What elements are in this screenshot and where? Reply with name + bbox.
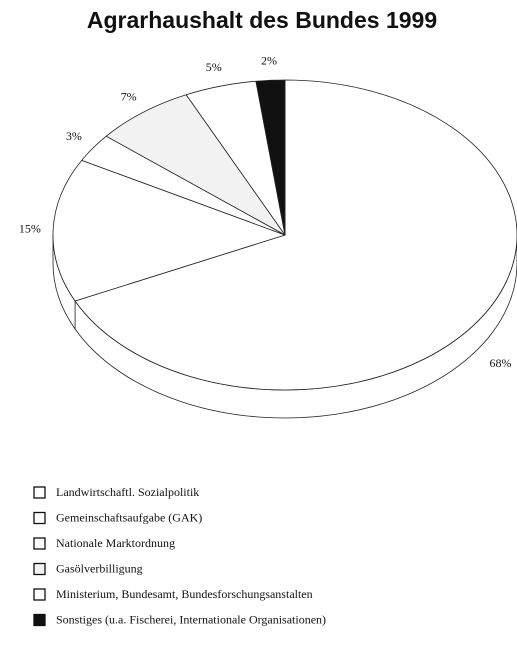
- legend-swatch: [33, 511, 46, 525]
- chart-title: Agrarhaushalt des Bundes 1999: [87, 7, 437, 33]
- legend-label: Gasölverbilligung: [56, 561, 143, 575]
- value-label: 3%: [66, 129, 82, 143]
- legend-swatch: [33, 537, 46, 550]
- slice: [105, 94, 286, 236]
- legend-label: Gemeinschaftsaufgabe (GAK): [56, 510, 202, 524]
- value-label: 5%: [206, 60, 222, 74]
- value-label: 68%: [489, 356, 511, 370]
- slice: [255, 79, 286, 236]
- value-label: 15%: [19, 221, 41, 235]
- legend-swatch: [33, 613, 46, 627]
- legend-label: Nationale Marktordnung: [56, 536, 175, 550]
- slice: [52, 159, 287, 302]
- legend-swatch: [33, 562, 46, 576]
- value-label: 7%: [121, 90, 137, 104]
- legend-swatch: [33, 588, 46, 601]
- legend-label: Ministerium, Bundesamt, Bundesforschungs…: [56, 587, 313, 601]
- legend-label: Sonstiges (u.a. Fischerei, International…: [56, 612, 326, 626]
- slice: [74, 79, 517, 391]
- value-label: 2%: [261, 53, 277, 67]
- legend-label: Landwirtschaftl. Sozialpolitik: [56, 485, 199, 499]
- legend-swatch: [33, 486, 46, 499]
